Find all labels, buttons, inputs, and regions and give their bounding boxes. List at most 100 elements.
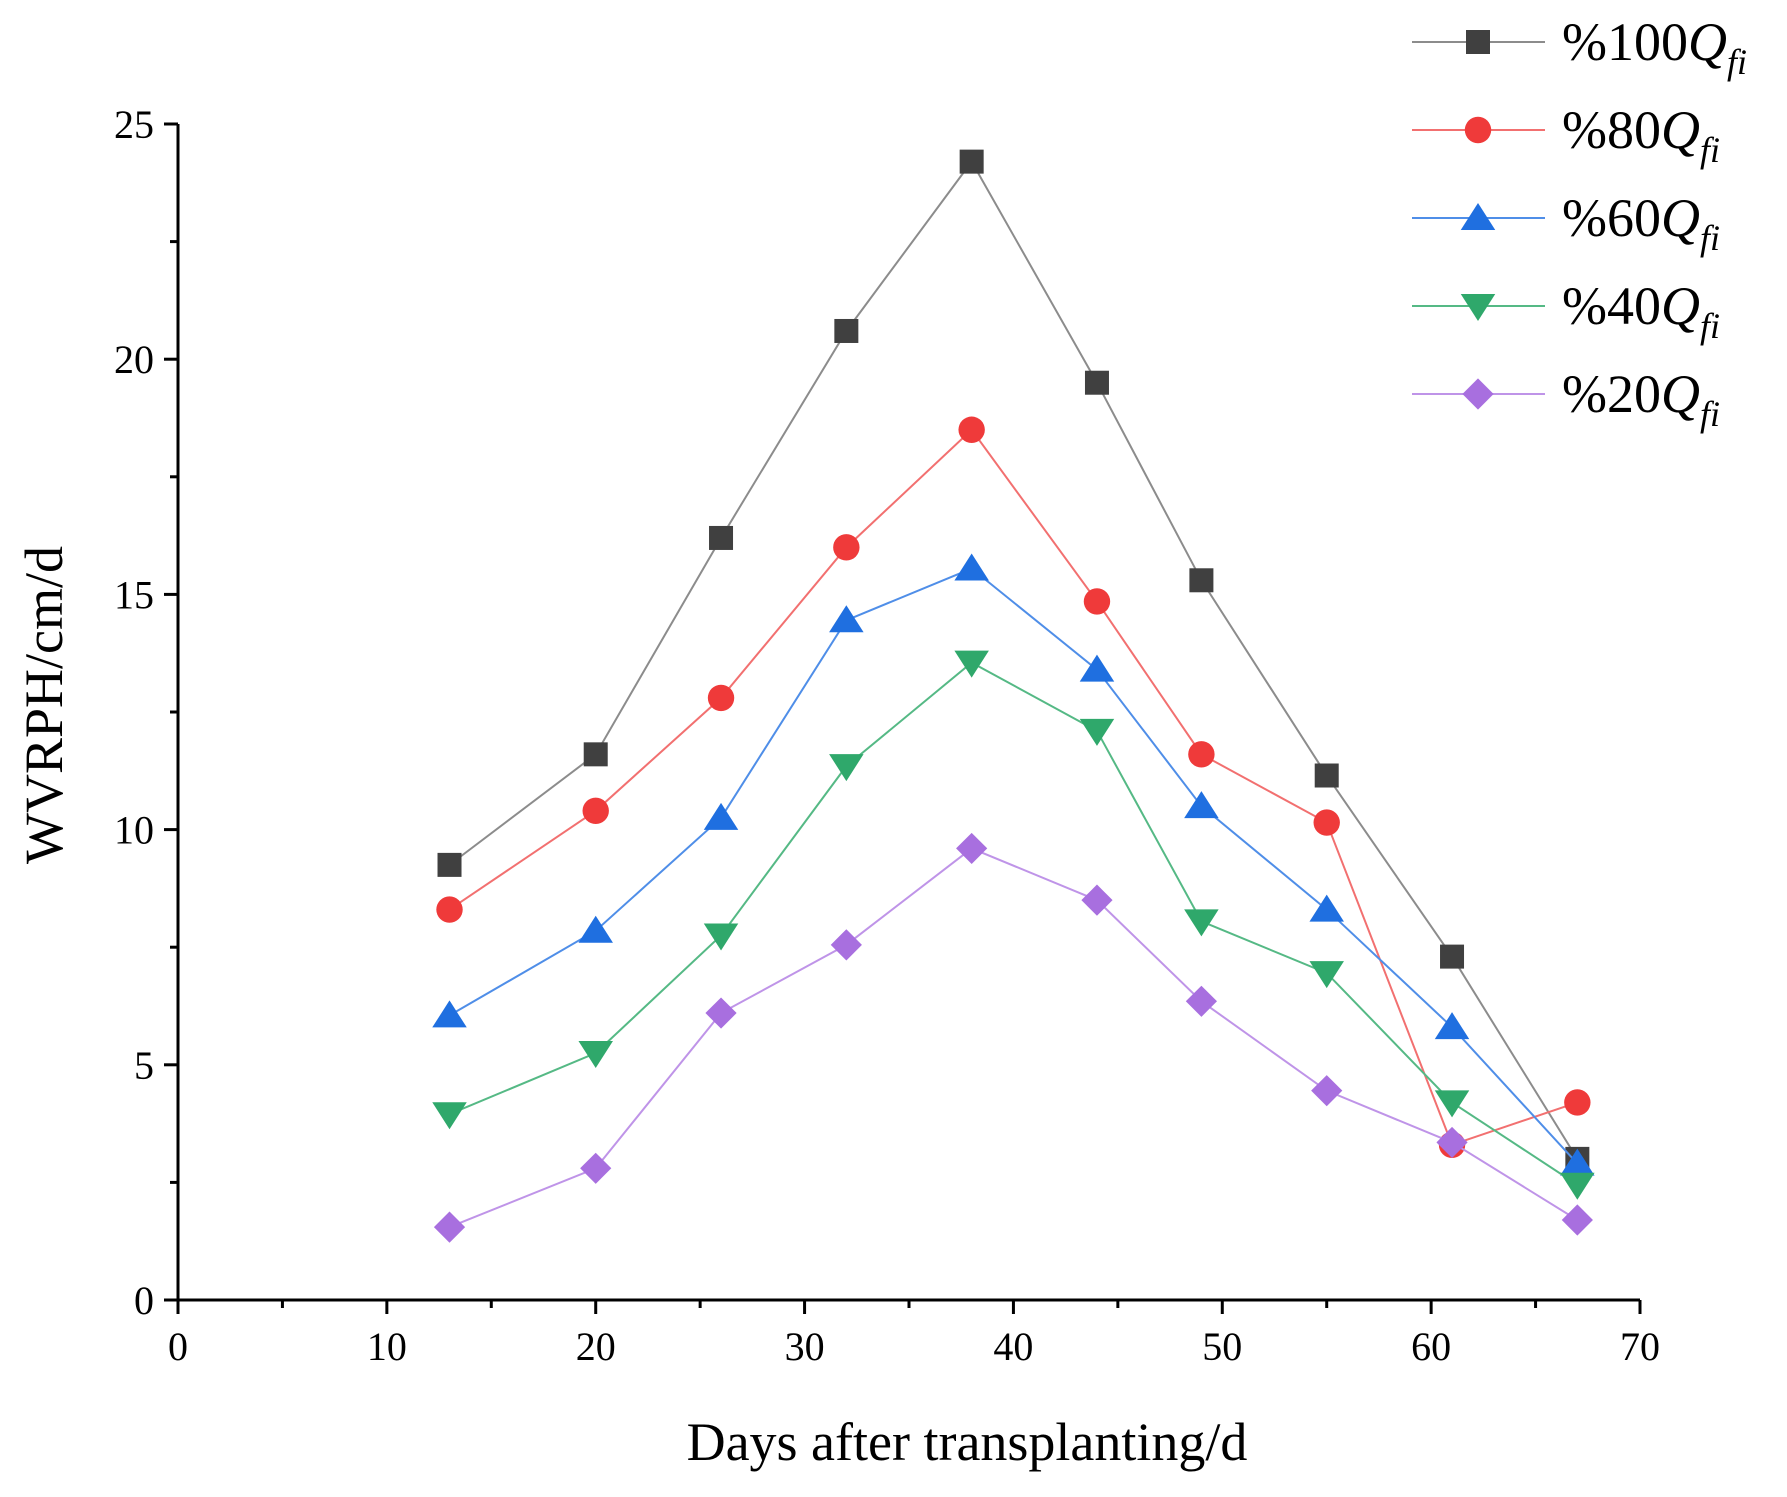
legend-item: %80Qfi: [1412, 100, 1720, 170]
data-point: [436, 896, 463, 923]
data-point: [1081, 884, 1113, 916]
legend-marker: [1464, 116, 1492, 144]
data-point: [703, 802, 739, 830]
legend-label: %20Qfi: [1562, 364, 1720, 434]
data-point: [583, 742, 608, 767]
legend-label-text: %60: [1562, 188, 1661, 248]
data-point: [578, 915, 613, 943]
legend-marker: [1462, 378, 1494, 410]
data-point: [1309, 961, 1344, 989]
data-point: [432, 1102, 467, 1130]
data-point: [578, 1041, 613, 1069]
data-point: [954, 553, 989, 581]
legend-label-q: Q: [1661, 100, 1700, 160]
data-point: [705, 997, 737, 1029]
x-tick-label: 0: [168, 1324, 188, 1369]
legend-marker: [1460, 294, 1496, 321]
data-point: [1184, 909, 1219, 937]
data-point: [1314, 763, 1339, 788]
legend-item: %20Qfi: [1412, 364, 1720, 434]
data-point: [1189, 568, 1214, 593]
x-tick-label: 20: [576, 1324, 616, 1369]
y-tick-label: 25: [114, 102, 154, 147]
data-point: [1309, 894, 1344, 922]
legend-label-q: Q: [1688, 12, 1727, 72]
y-tick-label: 5: [134, 1043, 154, 1088]
data-point: [956, 832, 988, 865]
legend-label-q: Q: [1661, 276, 1700, 336]
data-point: [582, 797, 609, 824]
data-point: [829, 605, 864, 633]
data-point: [1079, 718, 1115, 746]
y-tick-label: 15: [114, 572, 154, 617]
data-point: [437, 852, 462, 877]
data-point: [1311, 1075, 1343, 1107]
series-line: [448, 159, 1579, 1160]
series-line: [449, 847, 1578, 1229]
series-line: [449, 567, 1579, 1165]
data-point: [1079, 654, 1115, 682]
data-point: [1185, 985, 1217, 1017]
legend-label-subscript: fi: [1700, 394, 1720, 434]
x-tick-label: 40: [993, 1324, 1033, 1369]
x-tick-label: 70: [1620, 1324, 1660, 1369]
legend-label-text: %20: [1562, 364, 1661, 424]
legend-label-subscript: fi: [1700, 218, 1720, 258]
legend-label-q: Q: [1661, 364, 1700, 424]
data-point: [1313, 809, 1340, 836]
series-3: [432, 553, 1595, 1176]
data-point: [707, 684, 735, 712]
legend-label-q: Q: [1661, 188, 1700, 248]
data-point: [709, 525, 734, 550]
legend-label: %100Qfi: [1562, 12, 1747, 82]
data-point: [432, 1000, 467, 1028]
data-point: [703, 923, 739, 951]
x-axis-title: Days after transplanting/d: [687, 1412, 1248, 1472]
legend-label-text: %40: [1562, 276, 1661, 336]
data-point: [1083, 588, 1111, 615]
legend-marker: [1466, 30, 1490, 54]
y-tick-label: 10: [114, 808, 154, 853]
data-point: [834, 318, 859, 343]
data-point: [1440, 944, 1465, 969]
data-point: [829, 754, 864, 782]
legend-item: %60Qfi: [1412, 188, 1720, 258]
x-tick-label: 10: [367, 1324, 407, 1369]
axes: 0 10 20 30 40 50 60 70 0 5 10 15 20 25: [114, 102, 1660, 1369]
series-4: [432, 650, 1595, 1200]
series-2: [436, 416, 1591, 1158]
data-point: [830, 929, 862, 961]
data-point: [1561, 1204, 1593, 1236]
series-layer: [432, 149, 1595, 1243]
data-point: [580, 1152, 612, 1184]
x-tick-label: 60: [1411, 1324, 1451, 1369]
legend-label-subscript: fi: [1700, 306, 1720, 346]
y-axis-title: WVRPH/cm/d: [14, 546, 74, 864]
y-tick-label: 20: [114, 337, 154, 382]
legend-label: %60Qfi: [1562, 188, 1720, 258]
data-point: [958, 416, 985, 443]
legend: %100Qfi%80Qfi%60Qfi%40Qfi%20Qfi: [1412, 12, 1747, 434]
legend-label: %40Qfi: [1562, 276, 1720, 346]
legend-label-text: %80: [1562, 100, 1661, 160]
data-point: [1434, 1090, 1470, 1118]
legend-item: %40Qfi: [1412, 276, 1720, 346]
legend-marker: [1460, 203, 1496, 230]
legend-label-text: %100: [1562, 12, 1688, 72]
data-point: [1188, 741, 1215, 768]
data-point: [833, 534, 860, 561]
data-point: [1184, 791, 1219, 819]
x-tick-label: 50: [1202, 1324, 1242, 1369]
legend-label: %80Qfi: [1562, 100, 1720, 170]
series-5: [433, 832, 1593, 1243]
series-line: [449, 661, 1578, 1186]
data-point: [433, 1211, 466, 1243]
data-point: [1434, 1012, 1470, 1040]
data-point: [1564, 1089, 1591, 1116]
legend-label-subscript: fi: [1727, 42, 1747, 82]
series-line: [448, 428, 1578, 1147]
y-tick-label: 0: [134, 1278, 154, 1323]
data-point: [954, 650, 989, 678]
